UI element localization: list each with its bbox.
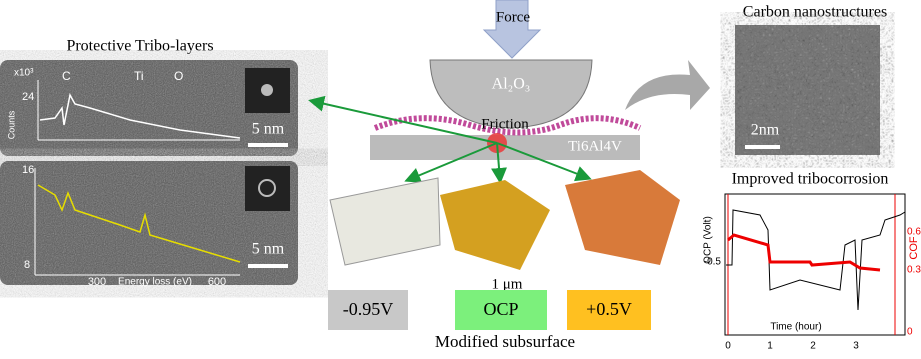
y-tick: -0.5 <box>704 257 722 268</box>
tribo-film <box>373 115 642 136</box>
plot <box>724 193 906 336</box>
potential-label: +0.5V <box>586 299 632 319</box>
scale-bar-label: 5 nm <box>252 121 285 138</box>
curved-arrow <box>625 60 710 110</box>
panel-title: Carbon nanostructures <box>743 4 887 21</box>
top-image <box>0 60 298 156</box>
bottom-image <box>0 161 298 285</box>
potential-label: OCP <box>483 299 518 319</box>
green-arrows <box>308 95 592 184</box>
y-label: Counts <box>6 110 16 139</box>
potential-box <box>328 290 408 330</box>
force-label: Force <box>496 9 530 25</box>
plot-title: Improved tribocorrosion <box>732 171 889 188</box>
x-tick: 2 <box>810 341 816 352</box>
x-tick: 1 <box>767 341 773 352</box>
y2-tick: 0.6 <box>907 227 921 238</box>
peak: C <box>62 69 71 83</box>
x-label: Energy loss (eV) <box>118 277 192 288</box>
x-tick: 0 <box>725 341 731 352</box>
force-arrow <box>482 0 542 59</box>
tem-texture <box>735 25 880 155</box>
substrate-label: Ti6Al4V <box>568 138 622 154</box>
peak: Ti <box>134 69 144 83</box>
potential-label: -0.95V <box>343 299 394 319</box>
y-tick: 24 <box>22 91 34 103</box>
y-tick: 16 <box>22 164 34 176</box>
potential-box <box>567 290 651 330</box>
caption: Modified subsurface <box>435 332 575 351</box>
y2-label: COF <box>908 236 920 260</box>
scale-bar <box>745 145 780 149</box>
x-tick: 300 <box>88 276 106 288</box>
exponent: x10³ <box>14 68 34 79</box>
contact-label: Friction <box>481 116 529 132</box>
counterbody <box>429 59 593 129</box>
panel-title: Protective Tribo-layers <box>66 38 213 55</box>
x-tick: 3 <box>853 341 859 352</box>
scale-bar-label: 5 nm <box>252 241 285 258</box>
x-tick: 600 <box>208 276 226 288</box>
scale-bar-label: 1 μm <box>492 276 523 292</box>
peak: O <box>174 69 183 83</box>
potential-box <box>455 290 547 330</box>
counterbody-label: Al₂O₃ <box>492 76 531 93</box>
scale-bar-label: 2nm <box>751 122 780 139</box>
maps <box>329 170 680 270</box>
y2-tick: 0.3 <box>907 265 921 276</box>
y-tick: 8 <box>24 259 30 271</box>
y-label: OCP (Volt) <box>703 216 714 264</box>
y2-tick: 0 <box>907 327 913 338</box>
x-label: Time (hour) <box>770 322 821 333</box>
